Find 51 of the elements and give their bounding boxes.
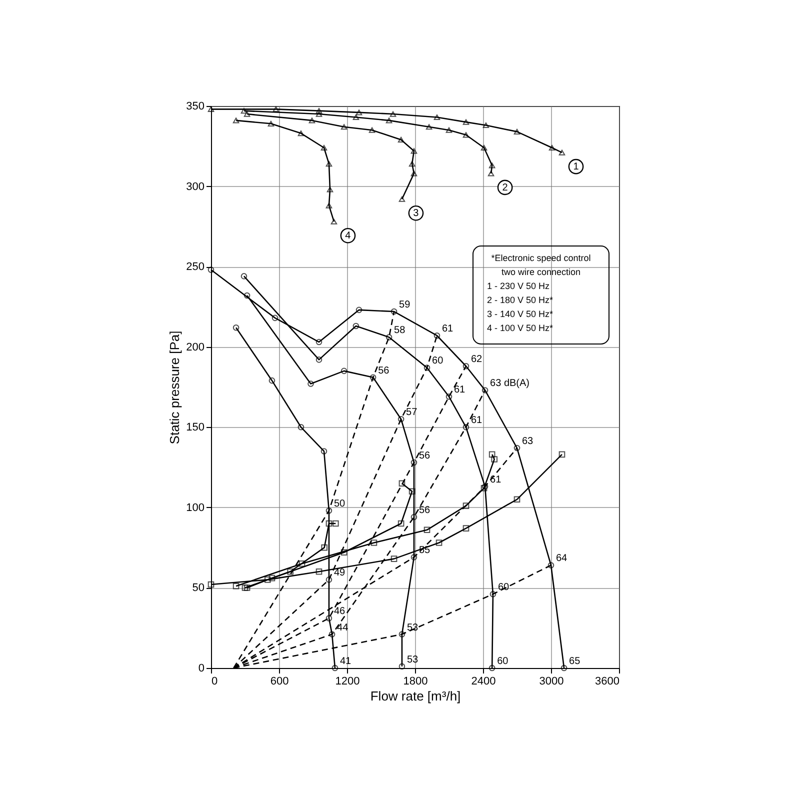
annotation: 44 — [337, 622, 349, 634]
series-label: 3 — [413, 208, 420, 220]
annotation: 49 — [334, 568, 346, 579]
y-tick-label: 350 — [186, 100, 204, 112]
annotation: 61 — [442, 324, 454, 335]
y-tick-label: 200 — [186, 341, 204, 354]
x-tick-label: 3000 — [539, 676, 564, 688]
x-tick-label: 1800 — [403, 676, 428, 688]
annotation: 2 - 180 V 50 Hz* — [487, 295, 554, 305]
annotation: 64 — [556, 553, 568, 564]
x-axis-title: Flow rate [m³/h] — [370, 688, 461, 704]
annotation: 62 — [471, 354, 483, 366]
annotation: 53 — [406, 622, 419, 634]
annotation: 63 — [522, 436, 534, 448]
y-tick-label: 100 — [186, 502, 204, 514]
x-tick-label: 2400 — [471, 676, 496, 688]
annotation: 41 — [340, 656, 352, 667]
x-tick-label: 600 — [270, 676, 289, 688]
annotation: 3 - 140 V 50 Hz* — [487, 309, 554, 319]
annotation: 50 — [334, 498, 346, 510]
y-tick-label: 150 — [186, 422, 204, 434]
annotation: 65 — [569, 656, 581, 667]
annotation: 61 — [454, 384, 466, 396]
series-label: 2 — [502, 182, 508, 194]
series-label: 1 — [573, 162, 580, 173]
annotation: 56 — [418, 450, 431, 462]
annotation: 56 — [378, 365, 390, 376]
annotation: 59 — [399, 300, 411, 311]
annotation: 63 dB(A) — [490, 378, 530, 390]
annotation: 1 - 230 V 50 Hz — [487, 281, 550, 291]
y-tick-label: 300 — [186, 180, 204, 193]
x-tick-label: 1200 — [335, 676, 360, 688]
x-tick-label: 0 — [212, 676, 218, 688]
annotation: *Electronic speed control — [491, 253, 591, 263]
y-axis-title: Static pressure [Pa] — [167, 330, 182, 444]
x-tick-label: 3600 — [595, 676, 620, 688]
annotation: 56 — [418, 505, 431, 516]
annotation: 4 - 100 V 50 Hz* — [487, 323, 554, 333]
series-label: 4 — [345, 230, 352, 242]
y-tick-label: 0 — [198, 662, 204, 674]
annotation: 46 — [334, 606, 346, 618]
y-tick-label: 50 — [192, 582, 204, 594]
annotation: 60 — [498, 582, 510, 594]
annotation: two wire connection — [501, 267, 581, 277]
annotation: 61 — [471, 415, 483, 426]
annotation: 58 — [394, 325, 406, 336]
annotation: 60 — [497, 656, 509, 667]
annotation: 57 — [406, 407, 418, 418]
annotation: 60 — [432, 356, 444, 367]
annotation: 53 — [406, 654, 419, 666]
y-tick-label: 250 — [186, 261, 204, 274]
